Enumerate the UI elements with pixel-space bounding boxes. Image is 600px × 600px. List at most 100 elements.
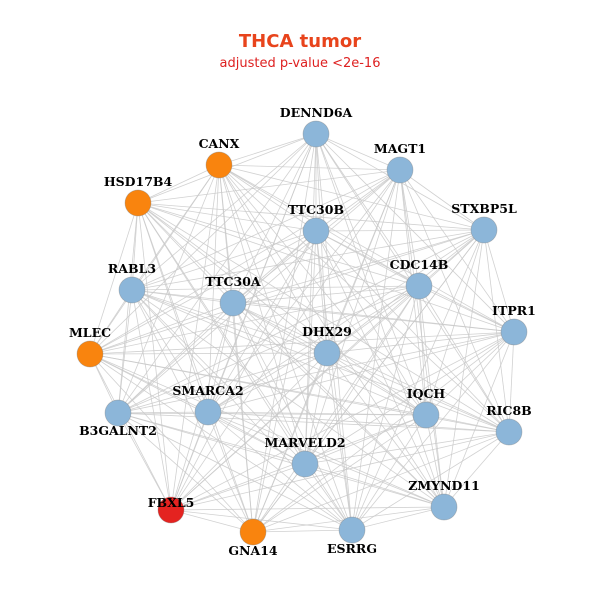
edge — [117, 202, 139, 414]
edge — [170, 506, 445, 511]
edge — [131, 229, 485, 291]
edge — [232, 302, 353, 531]
node-cdc14b — [405, 272, 433, 300]
edge — [89, 331, 515, 355]
edge — [117, 412, 353, 531]
node-ric8b — [495, 418, 523, 446]
node-iqch — [412, 401, 440, 429]
edge — [89, 353, 172, 511]
edge — [425, 331, 515, 416]
node-label-ric8b: RIC8B — [486, 403, 531, 418]
node-label-smarca2: SMARCA2 — [172, 383, 243, 398]
edge — [232, 302, 445, 508]
edge — [315, 133, 420, 287]
edge — [304, 463, 353, 531]
edge — [89, 133, 317, 355]
edge — [117, 164, 220, 414]
edge — [170, 285, 420, 511]
node-label-magt1: MAGT1 — [374, 141, 426, 156]
edge — [207, 411, 445, 508]
edge — [170, 230, 317, 511]
edge — [399, 169, 485, 231]
edge — [252, 431, 510, 533]
edge — [218, 164, 485, 231]
edge — [304, 352, 328, 465]
edge — [137, 202, 353, 531]
edge — [207, 169, 401, 413]
edge — [351, 431, 510, 531]
edge — [117, 302, 234, 414]
edge — [137, 202, 172, 511]
edges-layer — [89, 133, 515, 533]
edge — [304, 414, 427, 465]
edge — [425, 229, 485, 416]
edge — [443, 229, 485, 508]
edge — [131, 289, 172, 511]
node-dennd6a — [302, 120, 330, 148]
edge — [425, 414, 510, 433]
node-magt1 — [386, 156, 414, 184]
edge — [315, 229, 485, 232]
edge — [131, 289, 427, 416]
edge — [218, 164, 427, 416]
edge — [315, 169, 401, 232]
node-ttc30a — [219, 289, 247, 317]
edge — [137, 202, 254, 533]
edge — [137, 202, 515, 333]
node-stxbp5l — [470, 216, 498, 244]
edge — [443, 431, 510, 508]
edge — [207, 411, 254, 533]
edge — [252, 230, 317, 533]
edge — [218, 133, 317, 166]
edge — [131, 285, 420, 291]
edge — [89, 164, 220, 355]
edge — [315, 230, 353, 531]
edge — [89, 353, 445, 508]
edge — [137, 202, 427, 416]
edge — [252, 285, 420, 533]
edge — [252, 529, 353, 533]
edge — [117, 169, 401, 414]
edge — [315, 230, 328, 354]
edge — [304, 431, 510, 465]
plot-title: THCA tumor — [239, 31, 361, 52]
node-label-ttc30b: TTC30B — [288, 202, 344, 217]
edge — [252, 352, 328, 533]
edge — [326, 352, 510, 433]
edge — [137, 202, 317, 232]
edge — [117, 412, 510, 433]
edge — [418, 285, 510, 433]
edge — [131, 230, 317, 291]
node-zmynd11 — [430, 493, 458, 521]
node-hsd17b4 — [124, 189, 152, 217]
node-label-marveld2: MARVELD2 — [264, 435, 345, 450]
edge — [443, 331, 515, 508]
edge — [89, 353, 353, 531]
edge — [207, 352, 328, 413]
node-label-iqch: IQCH — [407, 386, 446, 401]
edge — [351, 414, 427, 531]
node-itpr1 — [500, 318, 528, 346]
edge — [170, 431, 510, 511]
edge — [315, 133, 515, 333]
edge — [207, 411, 306, 465]
edge — [326, 331, 515, 354]
edge — [252, 463, 306, 533]
edge — [117, 229, 485, 414]
edge — [232, 302, 328, 354]
node-label-cdc14b: CDC14B — [390, 257, 449, 272]
edge — [117, 412, 445, 508]
node-gna14 — [239, 518, 267, 546]
edge — [232, 285, 420, 304]
edge — [232, 133, 317, 304]
edge — [137, 164, 220, 204]
node-label-dhx29: DHX29 — [302, 324, 352, 339]
edge — [89, 285, 420, 355]
node-label-dennd6a: DENND6A — [280, 105, 353, 120]
node-label-mlec: MLEC — [69, 325, 111, 340]
edge — [137, 202, 420, 287]
edge — [137, 202, 234, 304]
edge — [207, 331, 515, 413]
node-canx — [205, 151, 233, 179]
